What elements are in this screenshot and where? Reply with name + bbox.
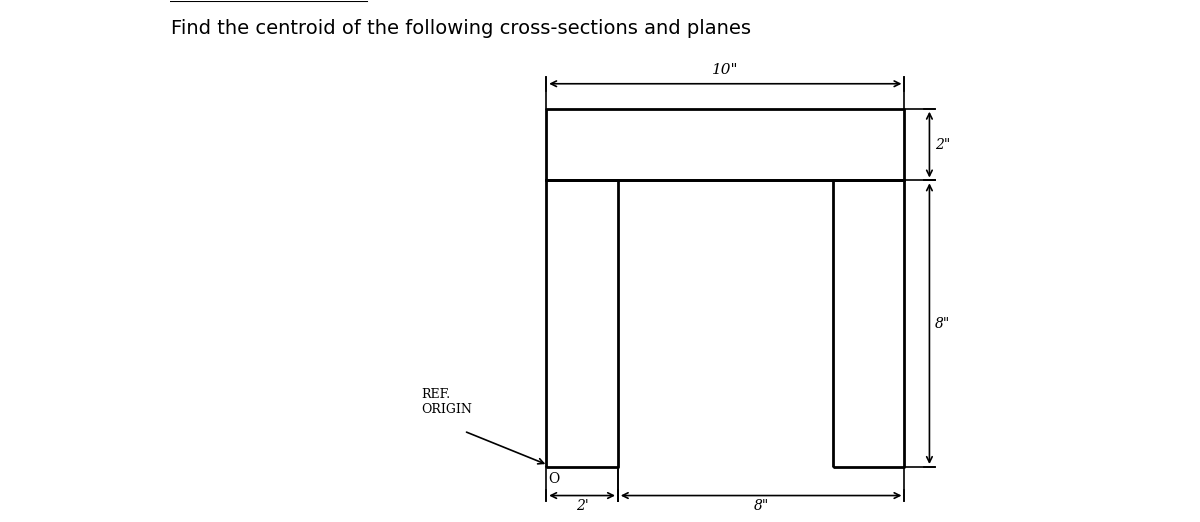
Text: 8": 8": [754, 500, 769, 514]
Text: REF.
ORIGIN: REF. ORIGIN: [421, 388, 472, 417]
Text: 2": 2": [935, 138, 950, 151]
Text: 8": 8": [935, 317, 950, 330]
Text: 2': 2': [576, 500, 588, 514]
Text: Find the centroid of the following cross-sections and planes: Find the centroid of the following cross…: [170, 19, 751, 38]
Text: 10": 10": [712, 63, 738, 77]
Text: O: O: [548, 472, 559, 487]
